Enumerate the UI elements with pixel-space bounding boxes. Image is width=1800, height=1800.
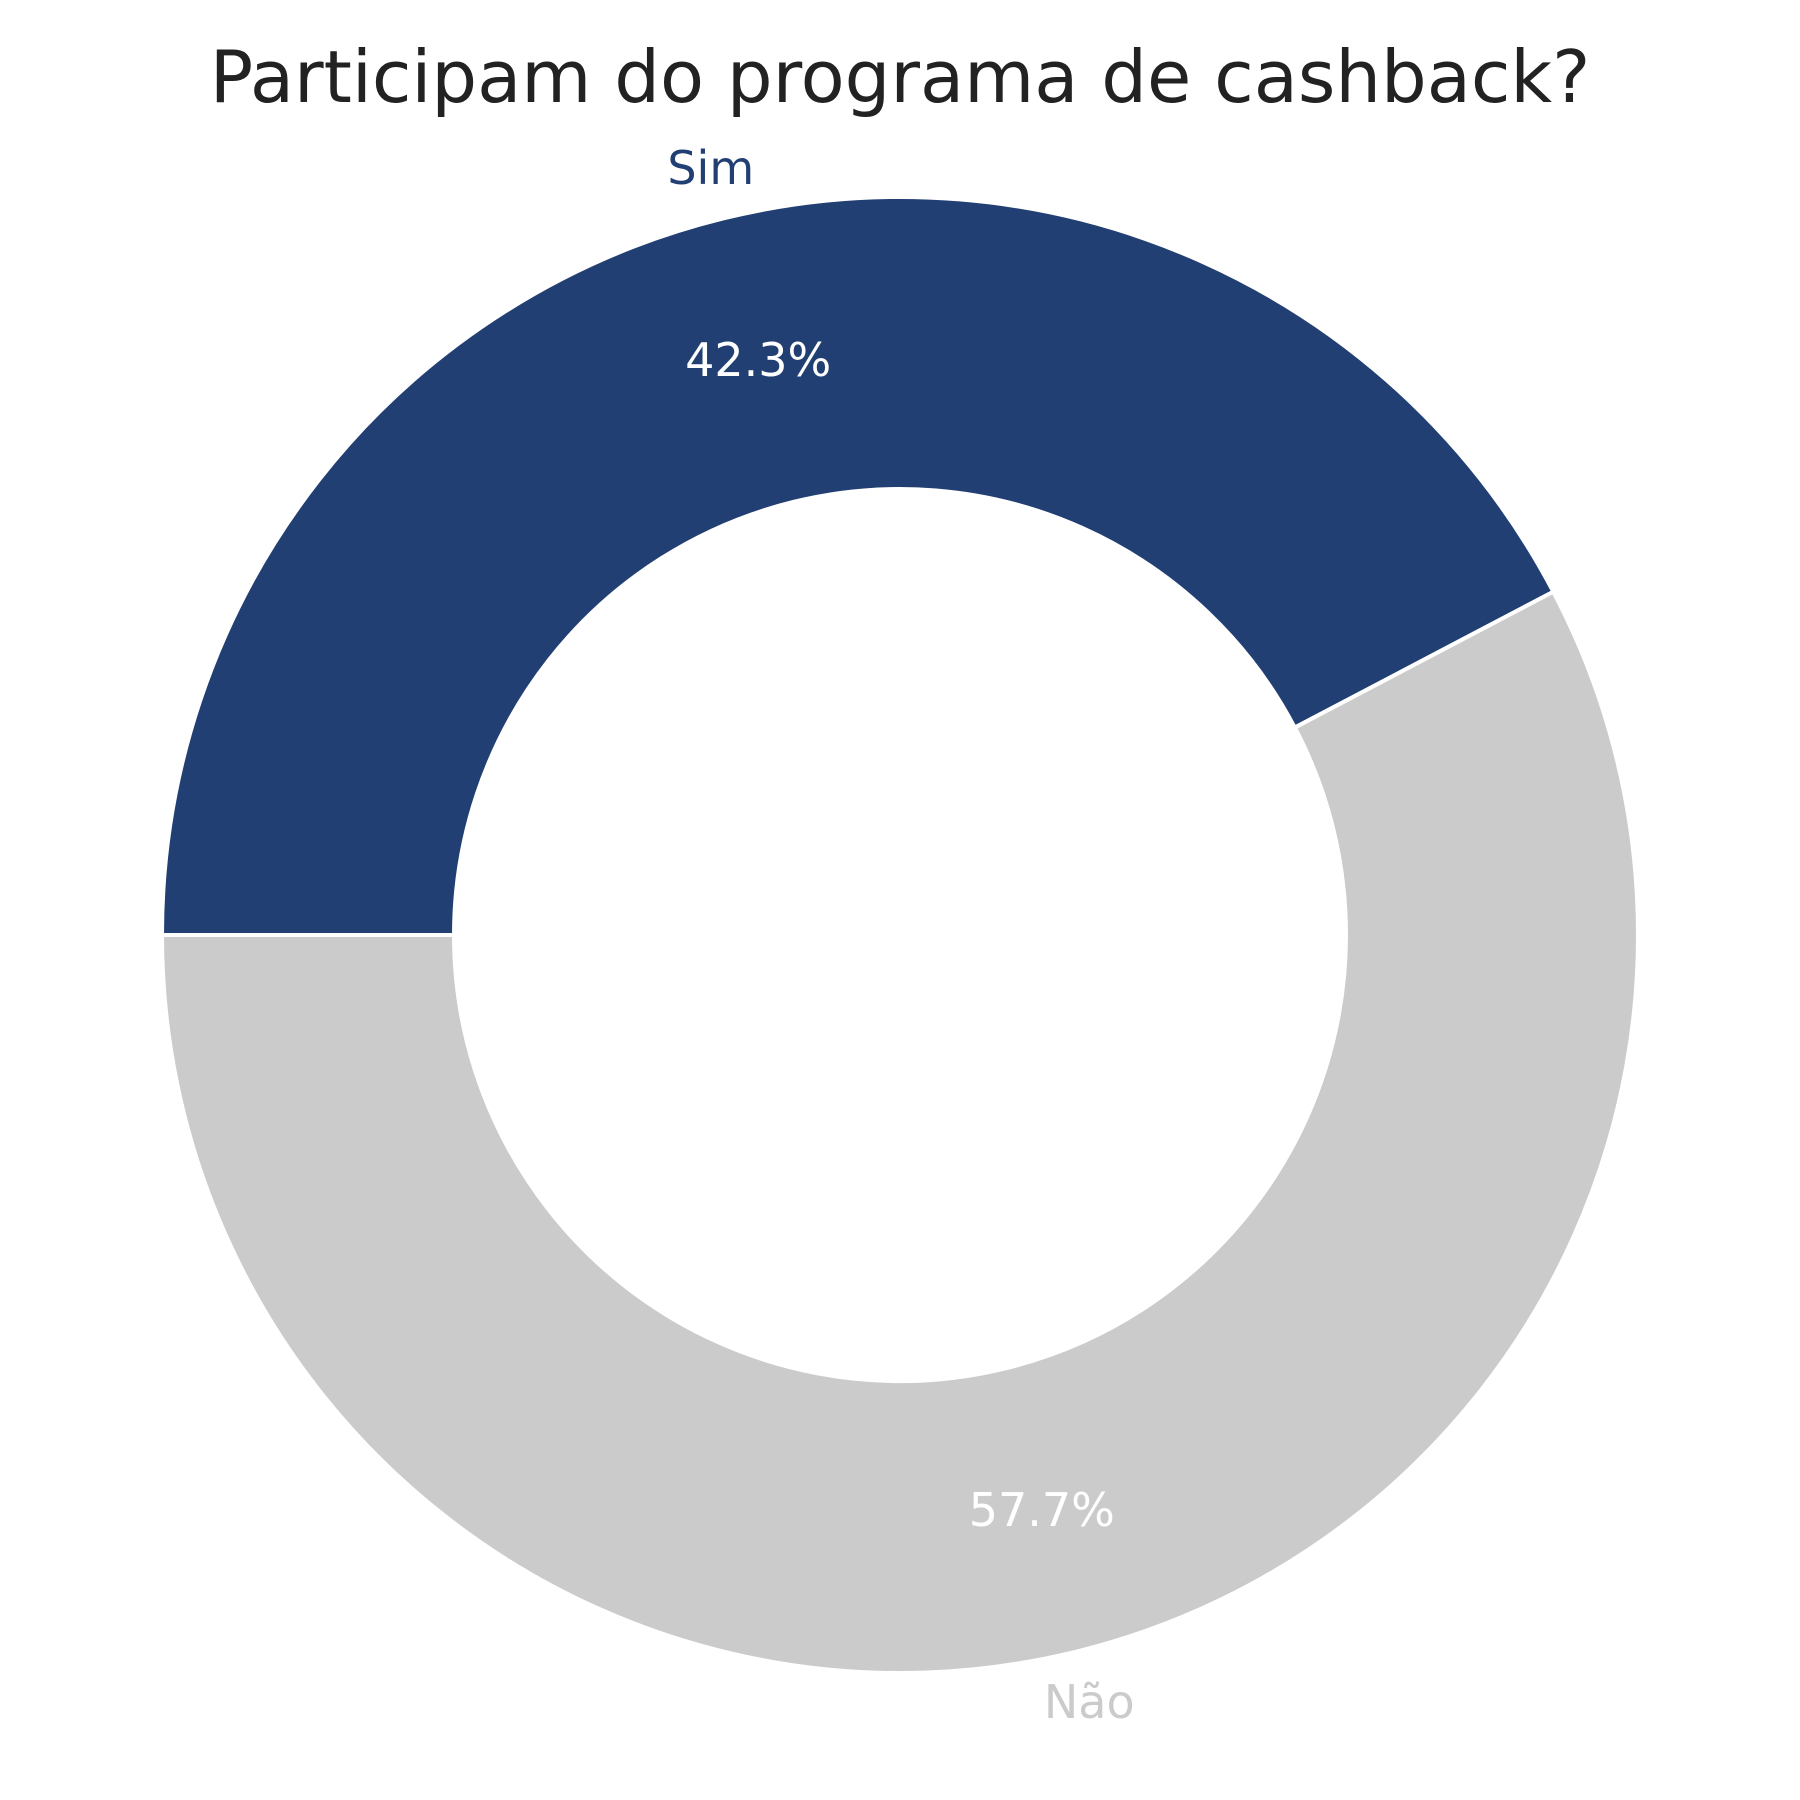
slice-category-label: Sim: [667, 141, 754, 195]
slice-percent-label: 57.7%: [969, 1483, 1115, 1537]
chart-title: Participam do programa de cashback?: [210, 35, 1591, 119]
donut-slices: [160, 195, 1640, 1675]
slice-category-label: Não: [1044, 1675, 1135, 1729]
slice-sim: [160, 195, 1556, 937]
slice-nao: [160, 589, 1640, 1675]
slice-percent-label: 42.3%: [685, 333, 831, 387]
donut-labels: 42.3% Sim 57.7% Não: [667, 141, 1134, 1729]
